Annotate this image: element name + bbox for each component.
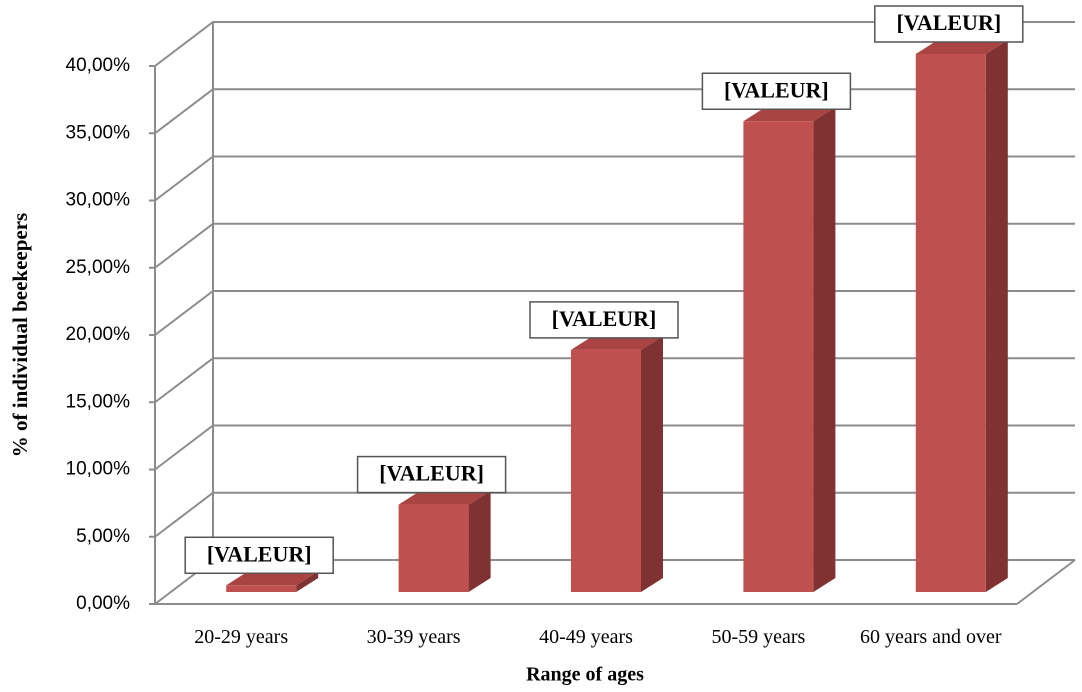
y-tick-label: 0,00%: [76, 593, 130, 614]
annotation: [VALEUR]: [379, 461, 484, 486]
y-axis-title: % of individual beekeepers: [8, 213, 32, 457]
bar: [915, 54, 986, 592]
x-tick-label: 50-59 years: [711, 626, 806, 648]
annotation-box: [701, 72, 852, 110]
x-tick-label: 20-29 years: [194, 626, 289, 648]
annotation: [VALEUR]: [207, 541, 312, 566]
bar: [398, 504, 469, 592]
bar-top: [571, 335, 663, 350]
y-tick-label: 25,00%: [66, 257, 131, 278]
bar-top: [226, 571, 319, 586]
bar-top: [398, 490, 491, 505]
bar-side: [641, 335, 663, 592]
annotation-box: [184, 536, 334, 575]
y-tick-label: 10,00%: [66, 459, 131, 480]
y-tick-label: 30,00%: [66, 190, 131, 211]
annotation-box: [529, 301, 679, 339]
bar: [571, 349, 641, 592]
x-axis-title: Range of ages: [526, 664, 644, 686]
y-tick-label: 35,00%: [66, 122, 131, 143]
bar-top: [915, 40, 1008, 54]
x-tick-label: 30-39 years: [366, 626, 461, 648]
bar: [226, 585, 297, 592]
bar-side: [296, 571, 319, 592]
bar-side: [985, 40, 1008, 592]
bar-side: [468, 490, 491, 592]
bar-side: [813, 107, 836, 592]
x-tick-label: 60 years and over: [859, 626, 1002, 648]
y-tick-label: 5,00%: [76, 526, 130, 547]
y-tick-label: 40,00%: [66, 55, 131, 76]
grid-line: [154, 21, 1075, 67]
annotation: [VALEUR]: [896, 10, 1001, 35]
annotation-box: [874, 5, 1024, 43]
y-tick-label: 20,00%: [66, 324, 131, 345]
x-tick-label: 40-49 years: [539, 626, 633, 648]
annotation: [VALEUR]: [724, 77, 829, 102]
bar-top: [743, 107, 836, 122]
annotation: [VALEUR]: [552, 306, 657, 331]
bar: [743, 121, 814, 592]
y-tick-label: 15,00%: [66, 391, 131, 412]
floor-edge: [1016, 559, 1076, 605]
annotation-box: [356, 455, 507, 494]
